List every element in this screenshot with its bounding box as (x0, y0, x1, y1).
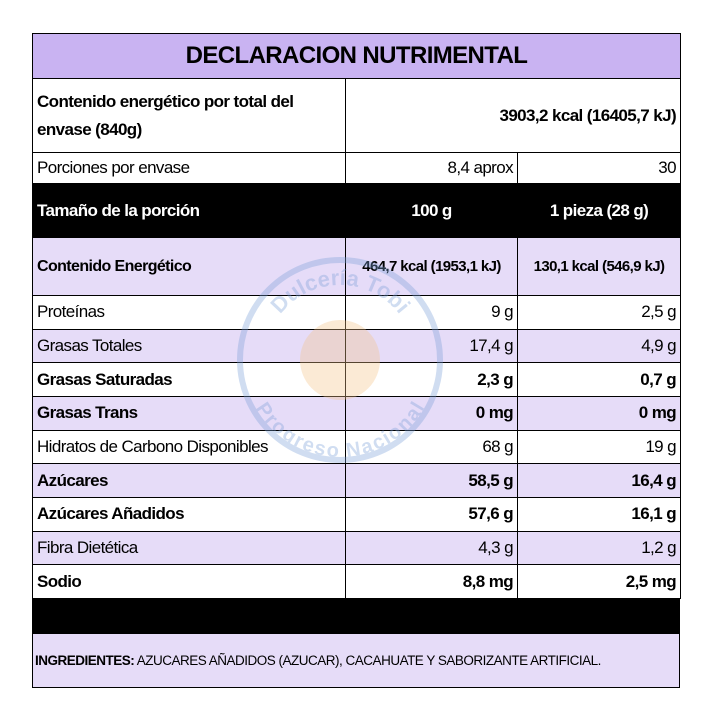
serving-row: Tamaño de la porción 100 g 1 pieza (28 g… (32, 183, 682, 238)
ingredients: INGREDIENTES: AZUCARES AÑADIDOS (AZUCAR)… (32, 634, 680, 688)
nutrient-label: Proteínas (32, 295, 346, 330)
nutrient-row: Grasas Totales 17,4 g 4,9 g (32, 328, 682, 363)
nutrient-label: Hidratos de Carbono Disponibles (32, 429, 346, 464)
nutrient-row: Grasas Saturadas 2,3 g 0,7 g (32, 362, 682, 397)
nutrient-value: 19 g (516, 429, 682, 464)
energy-row: Contenido Energético 464,7 kcal (1953,1 … (32, 237, 682, 296)
energy-total-value: 3903,2 kcal (16405,7 kJ) (344, 78, 682, 153)
nutrient-row: Grasas Trans 0 mg 0 mg (32, 396, 682, 431)
nutrient-value: 0,7 g (516, 362, 682, 397)
nutrient-row: Fibra Dietética 4,3 g 1,2 g (32, 530, 682, 565)
nutrient-value: 2,5 g (516, 295, 682, 330)
nutrient-value: 16,1 g (516, 497, 682, 532)
ingredients-label: INGREDIENTES: (35, 653, 135, 668)
nutrient-value: 17,4 g (345, 328, 518, 363)
nutrient-value: 2,5 mg (516, 564, 682, 599)
nutrition-label: DECLARACION NUTRIMENTAL Contenido energé… (31, 33, 682, 688)
nutrient-value: 4,3 g (345, 530, 518, 565)
energy-total-label: Contenido energético por total del envas… (32, 78, 346, 153)
nutrient-value: 2,3 g (345, 362, 518, 397)
nutrition-table: DECLARACION NUTRIMENTAL Contenido energé… (31, 33, 682, 599)
serving-value: 100 g (345, 183, 518, 238)
nutrient-label: Azúcares Añadidos (32, 497, 346, 532)
nutrient-label: Azúcares (32, 463, 346, 498)
nutrient-label: Grasas Totales (32, 328, 346, 363)
nutrient-value: 8,8 mg (345, 564, 518, 599)
nutrient-value: 57,6 g (345, 497, 518, 532)
nutrient-value: 68 g (345, 429, 518, 464)
energy-value: 130,1 kcal (546,9 kJ) (516, 237, 682, 296)
portions-value: 30 (516, 152, 682, 184)
nutrient-label: Fibra Dietética (32, 530, 346, 565)
nutrient-row: Proteínas 9 g 2,5 g (32, 295, 682, 330)
nutrient-label: Grasas Trans (32, 396, 346, 431)
nutrient-row: Azúcares 58,5 g 16,4 g (32, 463, 682, 498)
table-footer: INGREDIENTES: AZUCARES AÑADIDOS (AZUCAR)… (32, 599, 680, 688)
portions-label: Porciones por envase (32, 152, 346, 184)
energy-label: Contenido Energético (32, 237, 346, 296)
table-body: DECLARACION NUTRIMENTAL Contenido energé… (31, 33, 682, 599)
nutrient-label: Sodio (32, 564, 346, 599)
nutrient-value: 0 mg (345, 396, 518, 431)
nutrient-value: 9 g (345, 295, 518, 330)
nutrient-value: 58,5 g (345, 463, 518, 498)
serving-value: 1 pieza (28 g) (516, 183, 682, 238)
portions-value: 8,4 aprox (345, 152, 518, 184)
nutrient-row: Hidratos de Carbono Disponibles 68 g 19 g (32, 429, 682, 464)
serving-label: Tamaño de la porción (32, 183, 346, 238)
nutrient-value: 0 mg (516, 396, 682, 431)
energy-total-row: Contenido energético por total del envas… (32, 78, 682, 153)
nutrient-label: Grasas Saturadas (32, 362, 346, 397)
black-band (32, 599, 680, 634)
ingredients-text: AZUCARES AÑADIDOS (AZUCAR), CACAHUATE Y … (136, 653, 602, 668)
portions-row: Porciones por envase 8,4 aprox 30 (32, 152, 682, 184)
title-row: DECLARACION NUTRIMENTAL (31, 33, 682, 79)
nutrient-row: Azúcares Añadidos 57,6 g 16,1 g (32, 497, 682, 532)
nutrient-value: 1,2 g (516, 530, 682, 565)
nutrient-value: 16,4 g (516, 463, 682, 498)
energy-value: 464,7 kcal (1953,1 kJ) (345, 237, 518, 296)
title: DECLARACION NUTRIMENTAL (31, 33, 682, 79)
nutrient-row: Sodio 8,8 mg 2,5 mg (32, 564, 682, 599)
nutrient-value: 4,9 g (516, 328, 682, 363)
